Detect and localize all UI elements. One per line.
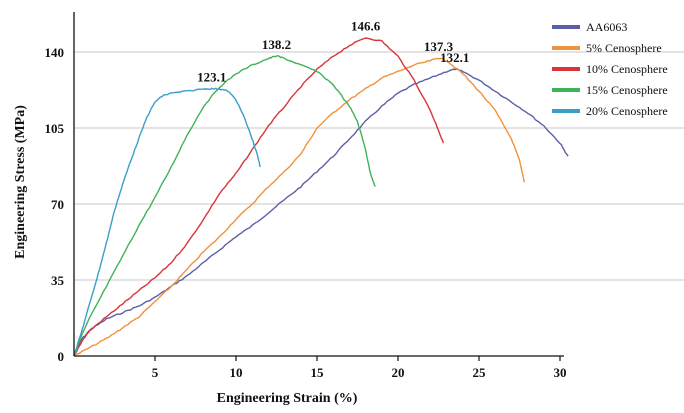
series-line-0	[73, 68, 569, 357]
peak-value-label: 123.1	[197, 70, 226, 85]
series-line-1	[73, 57, 526, 357]
legend-label: 20% Cenosphere	[586, 104, 668, 118]
x-tick-label: 25	[473, 365, 487, 380]
tick-labels: 0 35 70 105 140 5 10 15 20 25 30	[45, 45, 567, 380]
legend-label: 5% Cenosphere	[586, 41, 662, 55]
x-tick-label: 10	[230, 365, 243, 380]
series-line-3	[73, 54, 376, 357]
peak-value-label: 138.2	[262, 37, 291, 52]
legend-label: 10% Cenosphere	[586, 62, 668, 76]
x-tick-label: 30	[554, 365, 567, 380]
legend: AA6063 5% Cenosphere 10% Cenosphere 15% Cen…	[552, 20, 668, 118]
peak-value-label: 137.3	[424, 39, 454, 54]
y-tick-label: 70	[51, 197, 64, 212]
series-line-4	[73, 87, 261, 357]
x-tick-label: 5	[152, 365, 159, 380]
x-tick-label: 15	[311, 365, 325, 380]
legend-label: AA6063	[586, 20, 627, 34]
series-line-2	[73, 37, 445, 357]
axes	[73, 12, 564, 357]
x-tick-label: 20	[392, 365, 405, 380]
series-lines	[73, 37, 569, 357]
peak-value-label: 132.1	[440, 50, 469, 65]
x-axis-title: Engineering Strain (%)	[217, 391, 358, 406]
y-axis-title: Engineering Stress (MPa)	[13, 105, 28, 259]
y-tick-label: 0	[58, 349, 65, 364]
y-tick-label: 105	[45, 121, 65, 136]
legend-label: 15% Cenosphere	[586, 83, 668, 97]
grid-lines	[74, 51, 684, 281]
peak-value-label: 146.6	[351, 19, 381, 34]
y-tick-label: 140	[45, 45, 65, 60]
y-tick-label: 35	[51, 273, 65, 288]
